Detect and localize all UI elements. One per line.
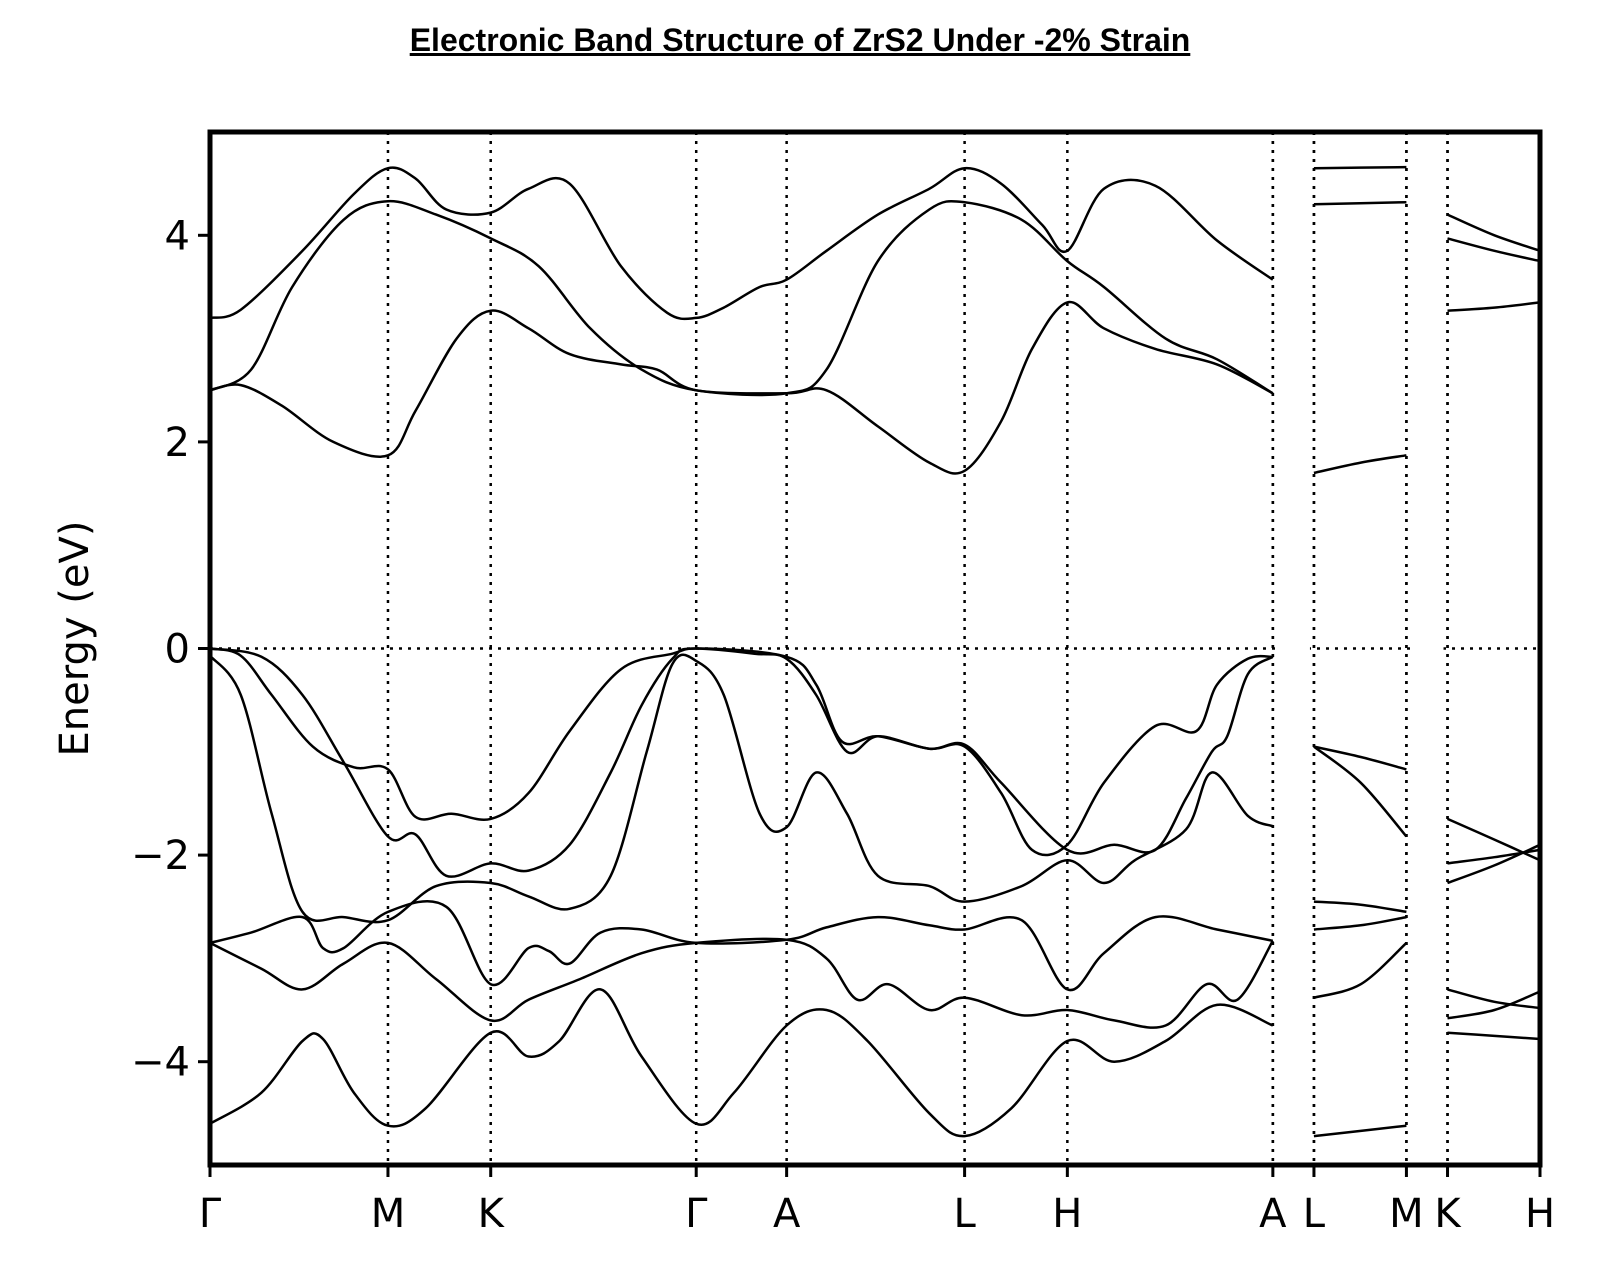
band-curve [1313,941,1408,999]
y-axis-label: Energy (eV) [52,521,98,757]
band-curve [1313,454,1407,475]
band-curve [209,166,1274,321]
x-tick-label: M [371,1191,406,1237]
path-break-gaps [1271,132,1449,1165]
x-tick-label: M [1389,1191,1424,1237]
band-curves [209,165,1541,1138]
x-tick-label: H [1525,1191,1555,1237]
band-curve [1313,745,1408,838]
chart-title: Electronic Band Structure of ZrS2 Under … [409,22,1191,58]
band-curve [209,653,1274,924]
x-tick-label: A [773,1191,801,1237]
band-curve [209,647,1273,878]
band-curve [1313,165,1407,170]
x-tick-label: L [953,1191,976,1237]
band-curve [209,937,1274,1029]
band-curve [1313,900,1407,914]
band-curve [1447,843,1541,885]
band-curve [209,199,1274,397]
band-curve [1313,915,1407,931]
y-tick-label: 4 [165,213,190,259]
band-curve [1447,988,1541,1010]
band-curve [1447,301,1541,312]
band-curve [1313,745,1407,771]
path-break-gap [1410,135,1444,1162]
band-curve [1447,237,1541,263]
path-break-gap [1276,135,1310,1162]
band-curve [1447,990,1541,1020]
band-curve [1447,848,1541,865]
x-tick-label: L [1303,1191,1326,1237]
band-curve [209,899,1274,992]
y-tick-label: −2 [131,833,190,879]
x-tick-label: H [1052,1191,1082,1237]
x-tick-label: A [1259,1191,1287,1237]
band-curve [1313,200,1407,206]
y-tick-label: 0 [165,627,190,673]
band-curve [1447,1031,1541,1041]
x-tick-label: K [478,1191,506,1237]
band-curve [1313,1124,1407,1138]
band-curve [209,988,1274,1138]
y-tick-label: 2 [165,420,190,466]
y-tick-label: −4 [131,1040,190,1086]
x-tick-label: Γ [199,1191,222,1237]
y-axis-ticks: −4 −2 0 2 4 [131,213,210,1086]
band-curve [209,300,1274,475]
band-curve [1446,817,1541,862]
x-tick-label: Γ [685,1191,708,1237]
band-curve [1446,213,1541,252]
x-tick-label: K [1434,1191,1462,1237]
